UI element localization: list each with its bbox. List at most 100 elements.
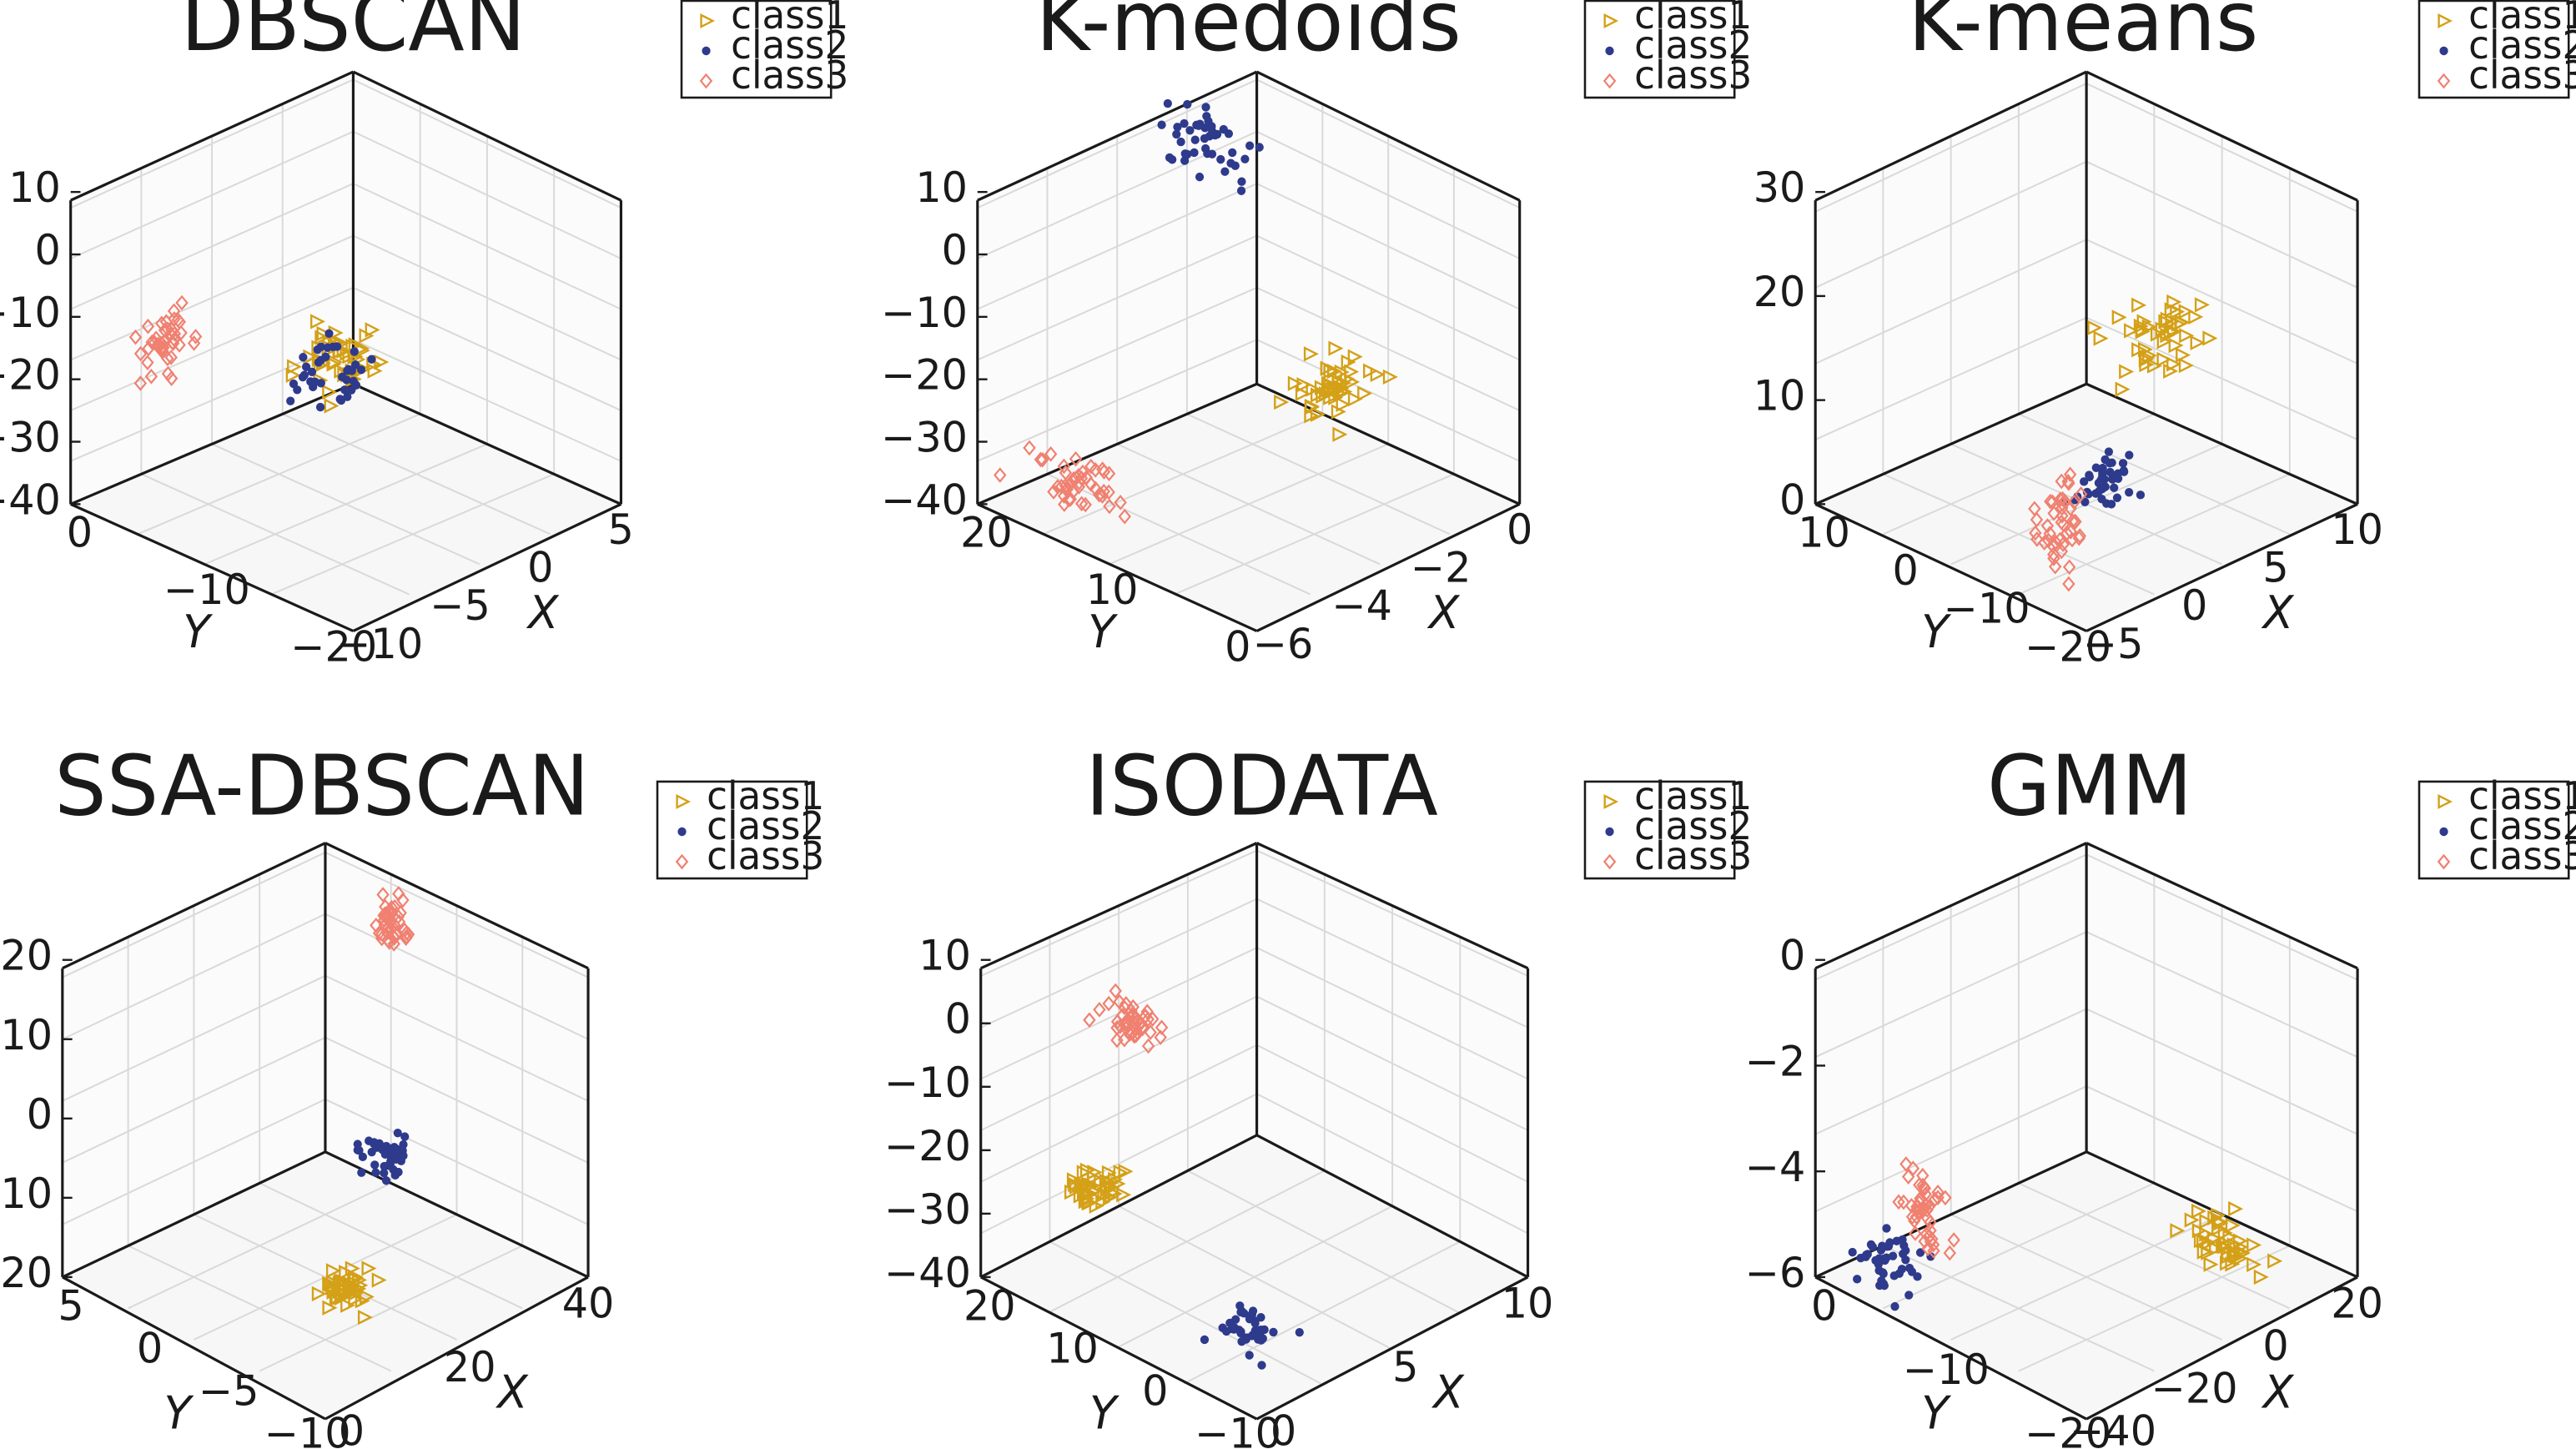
point-class1: [2163, 363, 2179, 380]
series-class1: [311, 1260, 387, 1326]
x-tick-label: −2: [1411, 543, 1472, 591]
point-class3: [1155, 1019, 1169, 1036]
point-class3: [189, 329, 203, 345]
point-class3: [2045, 494, 2060, 511]
point-class2: [1245, 1351, 1254, 1360]
point-class3: [380, 924, 395, 941]
point-class1: [1086, 1170, 1102, 1185]
point-class3: [1034, 451, 1048, 468]
z-tick-label: −6: [1745, 1249, 1806, 1297]
point-class2: [358, 1152, 367, 1162]
x-tick-label: 0: [339, 1406, 365, 1449]
point-class1: [2193, 1232, 2209, 1249]
point-class1: [1306, 381, 1321, 397]
y-tick-label: 5: [58, 1281, 83, 1330]
point-class1: [1064, 1184, 1079, 1200]
x-tick-label: 0: [1270, 1406, 1296, 1449]
point-class3: [1119, 1017, 1133, 1034]
point-class2: [1218, 1323, 1227, 1332]
axis-edge: [325, 842, 589, 970]
legend-label-class2: class2: [731, 23, 848, 68]
point-class3: [133, 345, 148, 362]
series-class1: [2087, 294, 2218, 397]
point-class2: [1879, 1280, 1889, 1291]
point-class3: [1044, 446, 1058, 462]
point-class3: [1908, 1213, 1921, 1229]
point-class1: [2246, 1237, 2262, 1253]
legend-label-class2: class2: [1634, 804, 1752, 848]
point-class1: [2191, 1223, 2207, 1239]
point-class2: [2091, 489, 2101, 498]
point-class3: [1110, 1014, 1124, 1030]
point-class2: [1882, 1224, 1891, 1233]
point-class2: [2106, 500, 2116, 509]
legend-label-class1: class1: [2468, 0, 2576, 38]
legend-marker-class1: [676, 794, 692, 809]
z-tick-label: 0: [942, 226, 968, 274]
point-class3: [2043, 526, 2056, 541]
point-class3: [133, 375, 148, 391]
point-class2: [1210, 130, 1220, 140]
legend-label-class3: class3: [2468, 53, 2576, 98]
point-class2: [286, 396, 295, 405]
point-class2: [380, 1142, 390, 1151]
point-class1: [2150, 326, 2166, 342]
point-class1: [1066, 1172, 1082, 1188]
point-class1: [324, 398, 340, 414]
point-class1: [336, 343, 352, 359]
point-class2: [1250, 1318, 1260, 1328]
point-class1: [1113, 1165, 1129, 1180]
point-class3: [1141, 1038, 1155, 1054]
point-class1: [2163, 324, 2179, 340]
legend-label-class1: class1: [1634, 0, 1752, 38]
point-class3: [1047, 484, 1060, 500]
point-class3: [1139, 1008, 1152, 1024]
point-class1: [1104, 1185, 1120, 1200]
point-class2: [333, 342, 342, 351]
point-class2: [365, 1136, 374, 1145]
point-class1: [2119, 364, 2135, 380]
point-class3: [2056, 536, 2070, 552]
z-tick-label: −30: [881, 413, 968, 461]
point-class3: [1924, 1214, 1937, 1230]
point-class2: [1228, 148, 1237, 158]
point-class1: [2196, 1232, 2212, 1249]
point-class2: [381, 1176, 391, 1185]
point-class1: [1336, 396, 1351, 413]
point-class1: [311, 1285, 327, 1302]
y-tick-label: −10: [1903, 1346, 1990, 1394]
y-tick-label: 10: [1086, 566, 1139, 614]
point-class1: [1321, 375, 1336, 392]
point-class3: [2062, 576, 2075, 592]
point-class1: [1323, 363, 1339, 380]
axis-edge: [1814, 502, 2087, 632]
point-class3: [2069, 514, 2082, 530]
point-class1: [2213, 1215, 2229, 1231]
series-class1: [2170, 1200, 2283, 1285]
point-class2: [316, 379, 325, 388]
z-tick-label: −10: [0, 288, 61, 336]
point-class1: [2191, 1203, 2206, 1220]
point-class1: [1110, 1175, 1126, 1192]
y-axis-label: Y: [1921, 606, 1952, 659]
axis-edge: [980, 1275, 1258, 1421]
point-class3: [141, 318, 155, 335]
point-class2: [325, 329, 334, 339]
point-class2: [316, 355, 325, 365]
point-class3: [1117, 999, 1131, 1015]
y-tick-label: −10: [1195, 1409, 1281, 1449]
point-class2: [357, 1168, 366, 1177]
point-class1: [2178, 357, 2194, 374]
point-class1: [2093, 330, 2109, 346]
point-class2: [394, 1167, 403, 1177]
y-tick-label: 20: [960, 508, 1013, 556]
point-class2: [1848, 1247, 1857, 1257]
point-class2: [1853, 1275, 1862, 1284]
point-class2: [2096, 475, 2106, 485]
point-class3: [2029, 525, 2042, 541]
point-class3: [1058, 496, 1071, 512]
axis-edge: [977, 382, 1258, 506]
point-class1: [2124, 323, 2140, 339]
